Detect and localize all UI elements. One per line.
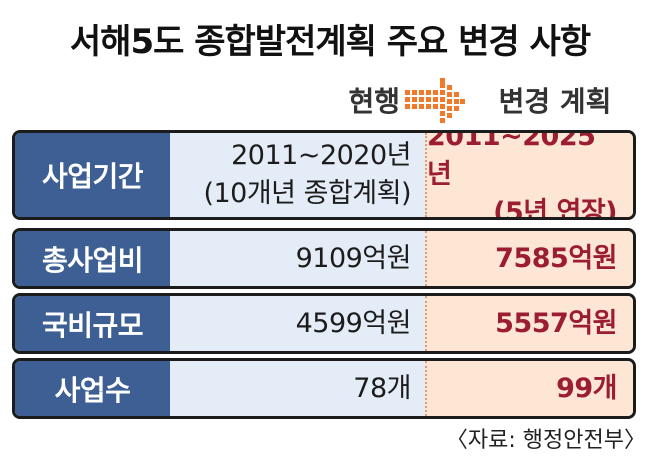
row-label: 사업수 <box>15 361 170 416</box>
current-value-line: 78개 <box>353 372 411 404</box>
row-label: 사업기간 <box>15 133 170 217</box>
planned-value: 2011~2025년 (5년 연장) <box>425 133 633 217</box>
current-value: 78개 <box>170 361 425 416</box>
planned-value-line: 7585억원 <box>495 242 617 274</box>
table-row-total-cost: 총사업비 9109억원 7585억원 <box>12 228 636 289</box>
table-row-period: 사업기간 2011~2020년 (10개년 종합계획) 2011~2025년 (… <box>12 130 636 220</box>
current-value-line: 4599억원 <box>295 307 412 339</box>
planned-value-line: 2011~2025년 <box>427 130 596 190</box>
current-value-line: 9109억원 <box>295 242 412 274</box>
table-row-project-count: 사업수 78개 99개 <box>12 358 636 419</box>
table-row-national-funding: 국비규모 4599억원 5557억원 <box>12 293 636 354</box>
row-label: 총사업비 <box>15 231 170 286</box>
page-title: 서해5도 종합발전계획 주요 변경 사항 <box>69 22 591 62</box>
planned-value: 99개 <box>425 361 633 416</box>
dotted-right-arrow-icon <box>405 78 465 123</box>
current-value: 9109억원 <box>170 231 425 286</box>
planned-value: 7585억원 <box>425 231 633 286</box>
planned-value-line: 99개 <box>556 372 617 404</box>
column-header-planned: 변경 계획 <box>498 85 612 118</box>
planned-value-line: 5557억원 <box>495 307 617 339</box>
row-label: 국비규모 <box>15 296 170 351</box>
current-value-line: 2011~2020년 <box>231 140 411 171</box>
column-header-current: 현행 <box>348 85 400 118</box>
current-value: 4599억원 <box>170 296 425 351</box>
planned-value-line: (5년 연장) <box>493 197 617 220</box>
current-value: 2011~2020년 (10개년 종합계획) <box>170 133 425 217</box>
current-value-line: (10개년 종합계획) <box>203 178 411 209</box>
source-caption: 〈자료: 행정안전부〉 <box>445 428 646 453</box>
planned-value: 5557억원 <box>425 296 633 351</box>
